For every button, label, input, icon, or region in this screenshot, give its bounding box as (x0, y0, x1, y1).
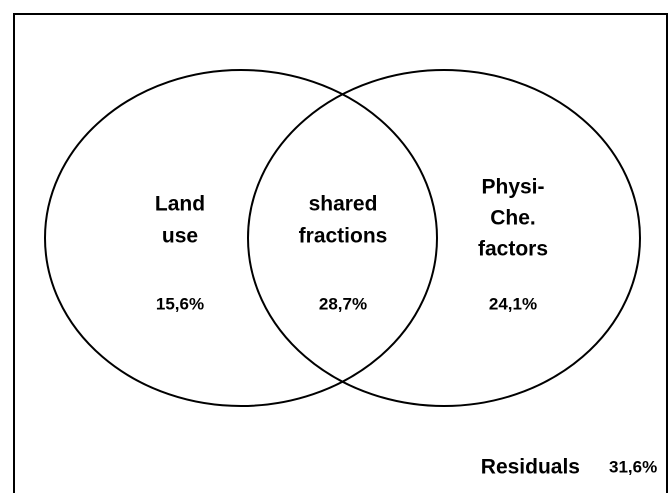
set-label: shared (309, 193, 378, 216)
frame (13, 13, 668, 493)
set-value: 15,6% (156, 294, 204, 313)
set-label: factors (478, 238, 548, 261)
right-circle (247, 69, 641, 407)
residuals-value: 31,6% (609, 457, 657, 476)
left-circle (44, 69, 438, 407)
set-value: 24,1% (489, 294, 537, 313)
set-label: use (162, 225, 198, 248)
set-value: 28,7% (319, 294, 367, 313)
set-label: Land (155, 193, 205, 216)
set-label: Che. (490, 207, 536, 230)
residuals-label: Residuals (481, 456, 580, 479)
set-label: fractions (299, 225, 388, 248)
set-label: Physi- (481, 176, 544, 199)
